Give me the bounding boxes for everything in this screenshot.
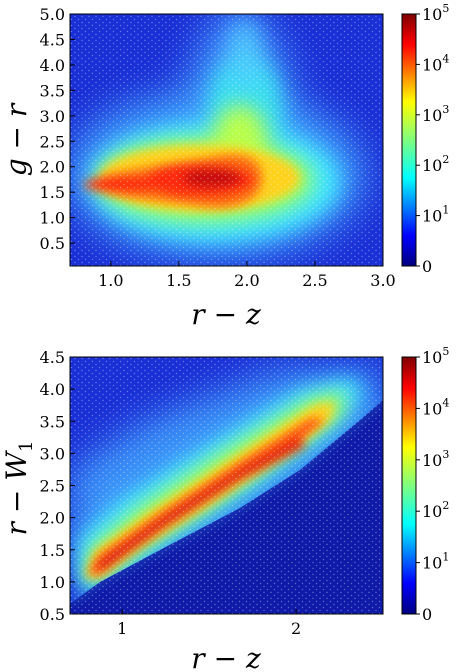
y-tick-label: 2.5 [40,132,65,151]
colorbar-tick-exponent: 4 [442,52,449,65]
bottom-heatmap [70,357,383,614]
colorbar-tick-label: 105 [422,2,449,24]
colorbar-tick-label: 0 [422,605,432,624]
colorbar-tick-label: 102 [422,153,449,175]
colorbar-tick-exponent: 5 [442,345,449,358]
y-tick-label: 0.5 [40,234,65,253]
y-tick-label: 3.5 [40,412,65,431]
y-tick-label: 1.0 [40,209,65,228]
y-tick-label: 3.0 [40,444,65,463]
top-x-axis: 1.0 1.5 2.0 2.5 3.0 [98,261,396,290]
colorbar-tick-label: 104 [422,396,449,418]
x-tick-label: 1.5 [166,271,191,290]
colorbar-tick-exponent: 4 [442,396,449,409]
y-tick-label: 2.0 [40,509,65,528]
colorbar-tick-label: 101 [422,551,449,573]
x-tick-label: 2.0 [234,271,259,290]
colorbar-tick-label: 103 [422,103,449,125]
bottom-y-axis-label-sub: 1 [16,441,37,452]
top-colorbar [401,13,417,267]
bottom-y-axis: 0.5 1.0 1.5 2.0 2.5 3.0 3.5 4.0 4.5 [40,348,75,624]
y-tick-label: 4.5 [40,30,65,49]
colorbar-tick-exponent: 3 [442,448,449,461]
colorbar-tick-exponent: 2 [442,499,449,512]
top-plot-frame [69,13,384,267]
x-tick-label: 2 [291,619,301,638]
bottom-colorbar [401,356,417,615]
y-tick-label: 4.5 [40,348,65,367]
bottom-x-axis-label: r − z [191,642,261,672]
y-tick-label: 4.0 [40,56,65,75]
colorbar-tick-label: 103 [422,448,449,470]
colorbar-tick-label: 102 [422,499,449,521]
colorbar-tick-label: 0 [422,257,432,276]
y-tick-label: 1.5 [40,541,65,560]
y-tick-label: 1.5 [40,183,65,202]
top-y-axis: 0.5 1.0 1.5 2.0 2.5 3.0 3.5 4.0 4.5 5.0 [40,5,75,253]
colorbar-tick-exponent: 3 [442,103,449,116]
x-tick-label: 1.0 [98,271,123,290]
top-panel: 1.0 1.5 2.0 2.5 3.0 0.5 1.0 1.5 2.0 2.5 3.0 3.5 4.0… [0,2,449,331]
y-tick-label: 5.0 [40,5,65,24]
colorbar-tick-exponent: 1 [442,204,449,217]
x-tick-label: 2.5 [302,271,327,290]
bottom-y-axis-label-main: r − W [0,450,33,536]
bottom-colorbar-ticks: 0 101 102 103 104 105 [416,345,449,624]
y-tick-label: 3.0 [40,107,65,126]
y-tick-label: 2.5 [40,477,65,496]
colorbar-tick-exponent: 2 [442,153,449,166]
colorbar-tick-exponent: 1 [442,551,449,564]
colorbar-tick-label: 104 [422,52,449,74]
y-tick-label: 4.0 [40,380,65,399]
colorbar-tick-label: 101 [422,204,449,226]
colorbar-tick-exponent: 5 [442,2,449,15]
top-x-axis-label: r − z [191,298,261,331]
top-colorbar-ticks: 0 101 102 103 104 105 [416,2,449,276]
y-tick-label: 1.0 [40,573,65,592]
y-tick-label: 0.5 [40,605,65,624]
colorbar-tick-label: 105 [422,345,449,367]
top-y-axis-label: g − r [0,102,33,176]
top-heatmap [70,14,383,266]
bottom-y-axis-label: r − W1 [0,441,37,536]
x-tick-label: 3.0 [370,271,395,290]
x-tick-label: 1 [117,619,127,638]
y-tick-label: 3.5 [40,81,65,100]
y-tick-label: 2.0 [40,158,65,177]
